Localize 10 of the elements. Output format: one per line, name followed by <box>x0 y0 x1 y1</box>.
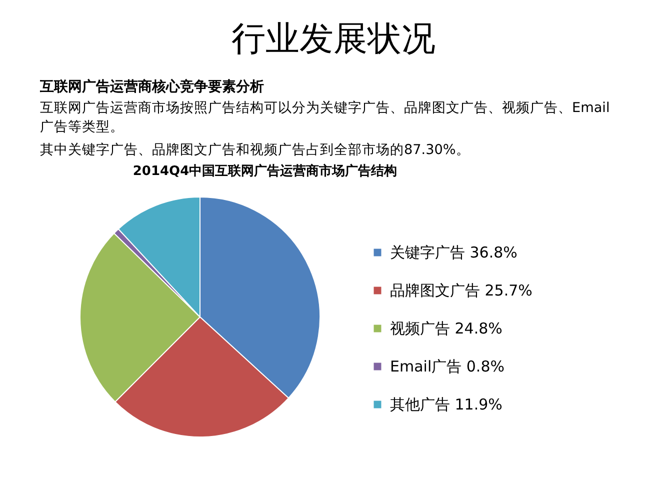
legend-label: 关键字广告 36.8% <box>390 244 518 262</box>
legend-label: 视频广告 24.8% <box>390 320 502 338</box>
chart-title: 2014Q4中国互联网广告运营商市场广告结构 <box>132 163 398 181</box>
text: 互联网广告运营商市场按照广告结构可以分为关键字广告、品牌图文广告、视频广告、Email广告等类型。 <box>40 99 611 137</box>
legend-label: 品牌图文广告 25.7% <box>390 282 532 300</box>
text: 其中关键字广告、品牌图文广告和视频广告占到全部市场的87.30%。 <box>40 141 471 160</box>
legend-label: 其他广告 11.9% <box>390 396 502 414</box>
text: 互联网广告运营商核心竞争要素分析 <box>40 78 264 97</box>
text: 行业发展状况 <box>230 20 436 60</box>
legend-label: Email广告 0.8% <box>390 358 504 376</box>
